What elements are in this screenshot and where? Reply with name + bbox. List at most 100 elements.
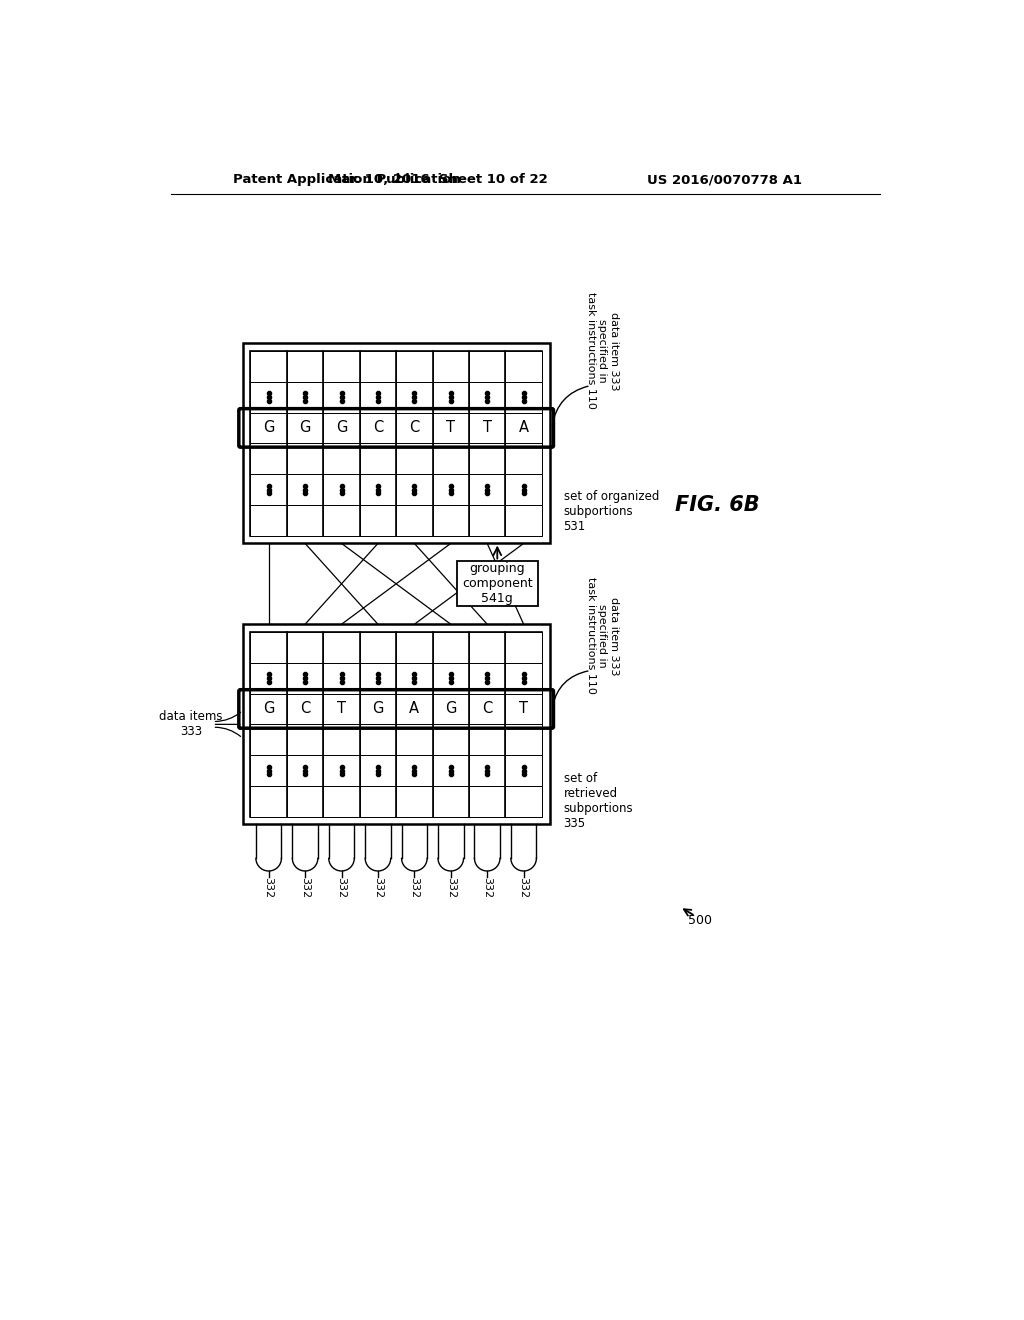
Bar <box>287 785 324 817</box>
Text: G: G <box>373 701 384 717</box>
Text: Patent Application Publication: Patent Application Publication <box>232 173 461 186</box>
Bar <box>396 381 432 412</box>
Bar <box>506 785 542 817</box>
Bar <box>506 381 542 412</box>
Bar <box>324 506 359 536</box>
Bar <box>432 632 469 663</box>
Text: C: C <box>482 701 493 717</box>
Text: C: C <box>300 701 310 717</box>
Bar <box>251 444 287 474</box>
Bar <box>396 474 432 506</box>
Bar <box>243 343 550 544</box>
Bar <box>432 755 469 785</box>
Bar <box>469 632 506 663</box>
Bar <box>251 351 287 381</box>
Bar <box>469 413 506 444</box>
Bar <box>359 351 396 536</box>
Bar <box>359 663 396 693</box>
Bar <box>396 444 432 474</box>
Bar <box>506 413 542 444</box>
Text: data item 333
specified in
task instructions 110: data item 333 specified in task instruct… <box>586 577 618 694</box>
Bar <box>287 381 324 412</box>
Bar <box>469 755 506 785</box>
Bar <box>469 725 506 755</box>
Bar <box>287 506 324 536</box>
Text: G: G <box>263 420 274 436</box>
Text: T: T <box>446 420 456 436</box>
Bar <box>359 351 396 381</box>
Bar <box>396 755 432 785</box>
Text: set of organized
subportions
531: set of organized subportions 531 <box>563 490 658 532</box>
Bar <box>251 693 287 725</box>
Bar <box>469 785 506 817</box>
Bar <box>396 351 432 381</box>
Bar <box>324 351 359 381</box>
Text: 332: 332 <box>482 878 493 899</box>
Bar <box>251 381 287 412</box>
Bar <box>396 785 432 817</box>
Bar <box>432 351 469 381</box>
Bar <box>469 474 506 506</box>
Bar <box>251 351 287 536</box>
Bar <box>469 351 506 536</box>
Text: 332: 332 <box>518 878 528 899</box>
Text: G: G <box>336 420 347 436</box>
Bar <box>287 351 324 381</box>
Bar <box>432 381 469 412</box>
Bar <box>251 632 287 817</box>
Bar <box>324 444 359 474</box>
Bar <box>469 381 506 412</box>
Bar <box>506 351 542 536</box>
Bar <box>324 474 359 506</box>
Text: T: T <box>519 701 528 717</box>
Bar <box>469 693 506 725</box>
Bar <box>506 632 542 817</box>
Bar <box>506 663 542 693</box>
Bar <box>396 632 432 663</box>
Bar <box>469 444 506 474</box>
Bar <box>251 506 287 536</box>
Bar <box>359 785 396 817</box>
Bar <box>469 506 506 536</box>
Bar <box>359 506 396 536</box>
Bar <box>324 632 359 663</box>
Bar <box>506 725 542 755</box>
Bar <box>506 506 542 536</box>
Bar <box>251 632 287 663</box>
Bar <box>432 693 469 725</box>
Bar <box>506 474 542 506</box>
Bar <box>243 624 550 825</box>
Bar <box>251 755 287 785</box>
Text: G: G <box>445 701 457 717</box>
Bar <box>396 413 432 444</box>
Bar <box>359 381 396 412</box>
Text: A: A <box>518 420 528 436</box>
Bar <box>396 693 432 725</box>
Bar <box>324 413 359 444</box>
Bar <box>396 663 432 693</box>
Text: C: C <box>373 420 383 436</box>
Bar <box>324 755 359 785</box>
Bar <box>324 725 359 755</box>
Bar <box>251 413 287 444</box>
Bar <box>251 474 287 506</box>
Bar <box>432 725 469 755</box>
Bar <box>251 663 287 693</box>
Bar <box>432 785 469 817</box>
Bar <box>396 351 432 536</box>
Text: G: G <box>299 420 310 436</box>
Bar <box>469 632 506 817</box>
Text: data items
333: data items 333 <box>159 710 222 738</box>
Bar <box>359 413 396 444</box>
Bar <box>469 663 506 693</box>
Bar <box>359 755 396 785</box>
Bar <box>506 755 542 785</box>
Bar <box>287 413 324 444</box>
Bar <box>324 693 359 725</box>
Text: T: T <box>337 701 346 717</box>
Bar <box>432 474 469 506</box>
Bar <box>432 632 469 817</box>
Text: C: C <box>410 420 420 436</box>
Bar <box>432 506 469 536</box>
Bar <box>359 474 396 506</box>
